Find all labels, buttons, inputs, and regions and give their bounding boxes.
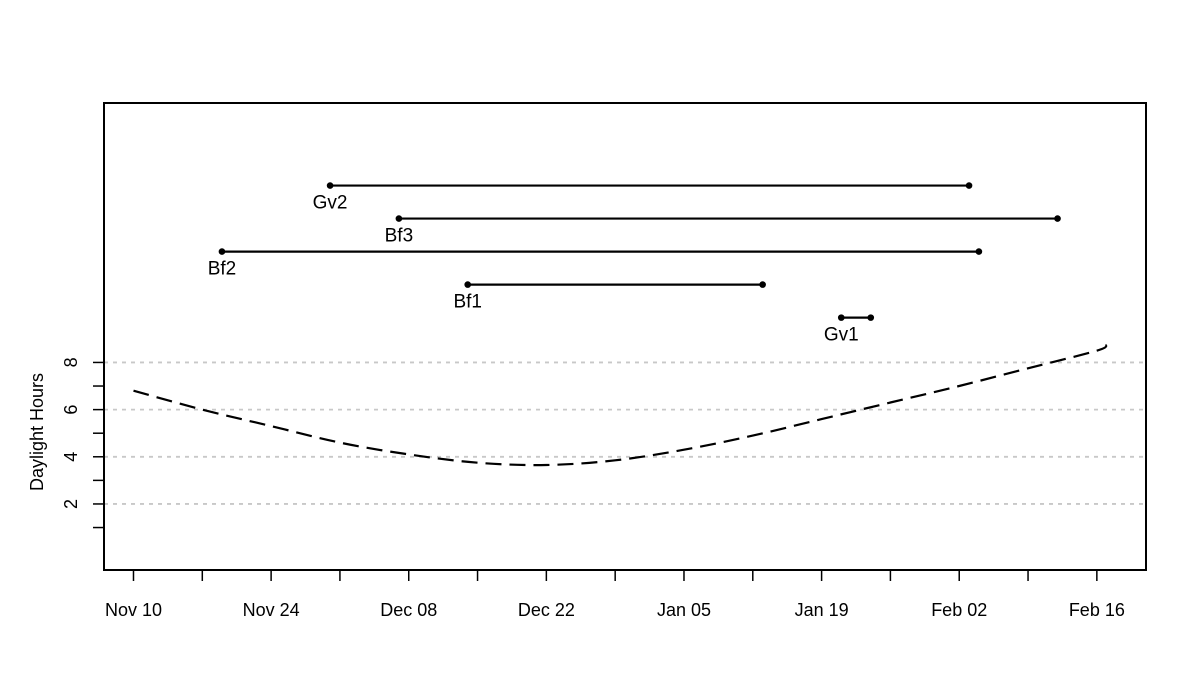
segment-start-point	[218, 248, 226, 255]
x-tick-label: Dec 22	[518, 600, 575, 620]
x-tick-label: Nov 24	[243, 600, 300, 620]
x-tick-label: Nov 10	[105, 600, 162, 620]
x-tick-label: Dec 08	[380, 600, 437, 620]
segment-bf2: Bf2	[208, 248, 983, 280]
daylight-curve-layer	[133, 343, 1108, 467]
segment-label: Bf3	[385, 226, 414, 247]
y-tick-label: 2	[61, 499, 81, 509]
segment-bf1: Bf1	[453, 281, 766, 313]
segment-label: Bf2	[208, 259, 237, 280]
gridlines	[104, 361, 1146, 505]
segment-end-point	[1054, 215, 1061, 222]
segment-end-point	[867, 314, 875, 321]
y-axis-title: Daylight Hours	[27, 373, 47, 491]
segment-label: Bf1	[453, 292, 482, 313]
x-tick-label: Jan 19	[795, 600, 849, 620]
segment-label: Gv2	[313, 193, 348, 214]
x-tick-label: Feb 02	[931, 600, 987, 620]
x-tick-label: Feb 16	[1069, 600, 1125, 620]
segment-start-point	[395, 215, 403, 222]
segment-start-point	[837, 314, 845, 321]
segment-end-point	[759, 281, 766, 288]
y-axis: 2 4 6 8	[61, 357, 105, 529]
segment-gv2: Gv2	[313, 182, 973, 214]
plot-frame	[103, 102, 1147, 571]
segment-end-point	[975, 248, 983, 255]
y-tick-label: 4	[61, 452, 81, 462]
daylight-curve-line	[133, 343, 1108, 467]
segment-label: Gv1	[824, 325, 859, 346]
x-axis: Nov 10 Nov 24 Dec 08 Dec 22 Jan 05 Jan 19 Feb …	[105, 569, 1125, 620]
segment-bf3: Bf3	[385, 215, 1061, 247]
segments-layer: Gv2 Bf3 Bf2 Bf1 Gv1	[208, 182, 1061, 346]
y-tick-label: 8	[61, 357, 81, 367]
segment-start-point	[326, 182, 334, 189]
x-tick-label: Jan 05	[657, 600, 711, 620]
segment-gv1: Gv1	[824, 314, 875, 346]
segment-end-point	[965, 182, 973, 189]
y-tick-label: 6	[61, 405, 81, 415]
segment-start-point	[464, 281, 472, 288]
